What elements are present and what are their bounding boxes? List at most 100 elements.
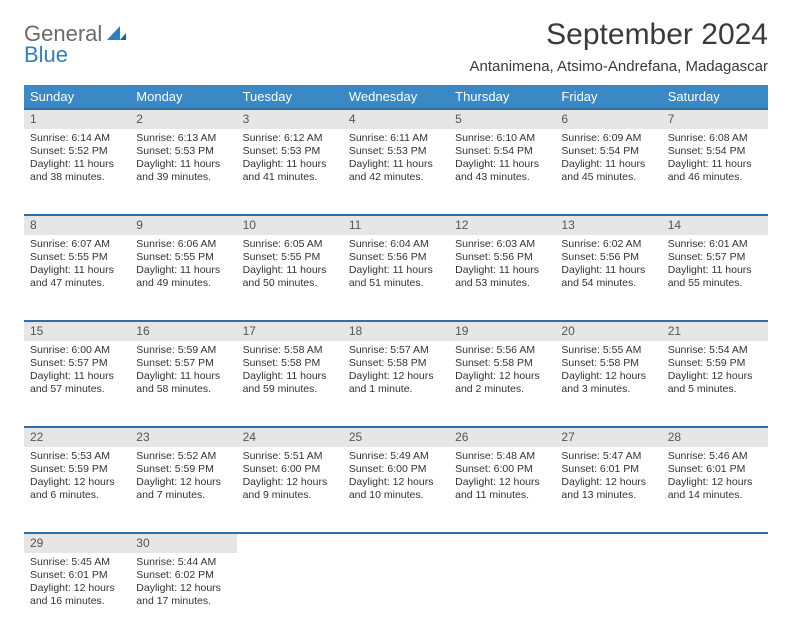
daylight-text: Daylight: 12 hours and 16 minutes. <box>30 582 124 608</box>
day-number: 11 <box>343 215 449 235</box>
day-header: Thursday <box>449 85 555 109</box>
day-cell: Sunrise: 5:57 AMSunset: 5:58 PMDaylight:… <box>343 341 449 427</box>
sunset-text: Sunset: 5:54 PM <box>455 145 549 158</box>
daynum-row: 1234567 <box>24 109 768 129</box>
day-cell: Sunrise: 6:11 AMSunset: 5:53 PMDaylight:… <box>343 129 449 215</box>
day-cell: Sunrise: 6:12 AMSunset: 5:53 PMDaylight:… <box>237 129 343 215</box>
day-body: Sunrise: 5:54 AMSunset: 5:59 PMDaylight:… <box>662 341 768 403</box>
daylight-text: Daylight: 11 hours and 42 minutes. <box>349 158 443 184</box>
day-number <box>343 533 449 553</box>
day-body: Sunrise: 5:47 AMSunset: 6:01 PMDaylight:… <box>555 447 661 509</box>
daylight-text: Daylight: 11 hours and 57 minutes. <box>30 370 124 396</box>
day-header: Saturday <box>662 85 768 109</box>
sunset-text: Sunset: 6:00 PM <box>349 463 443 476</box>
day-body: Sunrise: 5:49 AMSunset: 6:00 PMDaylight:… <box>343 447 449 509</box>
day-number: 21 <box>662 321 768 341</box>
day-cell: Sunrise: 6:07 AMSunset: 5:55 PMDaylight:… <box>24 235 130 321</box>
day-number: 14 <box>662 215 768 235</box>
day-body: Sunrise: 5:56 AMSunset: 5:58 PMDaylight:… <box>449 341 555 403</box>
day-number: 29 <box>24 533 130 553</box>
day-cell: Sunrise: 5:46 AMSunset: 6:01 PMDaylight:… <box>662 447 768 533</box>
day-body: Sunrise: 5:55 AMSunset: 5:58 PMDaylight:… <box>555 341 661 403</box>
day-body: Sunrise: 6:03 AMSunset: 5:56 PMDaylight:… <box>449 235 555 297</box>
day-body: Sunrise: 6:07 AMSunset: 5:55 PMDaylight:… <box>24 235 130 297</box>
day-cell: Sunrise: 5:45 AMSunset: 6:01 PMDaylight:… <box>24 553 130 639</box>
sunrise-text: Sunrise: 6:14 AM <box>30 132 124 145</box>
day-body: Sunrise: 6:12 AMSunset: 5:53 PMDaylight:… <box>237 129 343 191</box>
week-row: Sunrise: 6:14 AMSunset: 5:52 PMDaylight:… <box>24 129 768 215</box>
day-cell: Sunrise: 5:54 AMSunset: 5:59 PMDaylight:… <box>662 341 768 427</box>
day-body: Sunrise: 6:10 AMSunset: 5:54 PMDaylight:… <box>449 129 555 191</box>
day-header: Sunday <box>24 85 130 109</box>
daynum-row: 891011121314 <box>24 215 768 235</box>
day-body: Sunrise: 6:14 AMSunset: 5:52 PMDaylight:… <box>24 129 130 191</box>
brand-logo: General Blue <box>24 18 128 66</box>
sunrise-text: Sunrise: 5:53 AM <box>30 450 124 463</box>
day-number: 12 <box>449 215 555 235</box>
daylight-text: Daylight: 11 hours and 39 minutes. <box>136 158 230 184</box>
sunrise-text: Sunrise: 6:07 AM <box>30 238 124 251</box>
daylight-text: Daylight: 11 hours and 54 minutes. <box>561 264 655 290</box>
day-body: Sunrise: 5:44 AMSunset: 6:02 PMDaylight:… <box>130 553 236 615</box>
sunrise-text: Sunrise: 5:59 AM <box>136 344 230 357</box>
sunset-text: Sunset: 5:57 PM <box>668 251 762 264</box>
day-cell: Sunrise: 6:05 AMSunset: 5:55 PMDaylight:… <box>237 235 343 321</box>
sunrise-text: Sunrise: 6:03 AM <box>455 238 549 251</box>
day-number: 1 <box>24 109 130 129</box>
daylight-text: Daylight: 12 hours and 2 minutes. <box>455 370 549 396</box>
day-number: 28 <box>662 427 768 447</box>
daylight-text: Daylight: 11 hours and 51 minutes. <box>349 264 443 290</box>
day-number: 8 <box>24 215 130 235</box>
sunrise-text: Sunrise: 5:55 AM <box>561 344 655 357</box>
day-number: 6 <box>555 109 661 129</box>
day-number: 4 <box>343 109 449 129</box>
day-body: Sunrise: 5:45 AMSunset: 6:01 PMDaylight:… <box>24 553 130 615</box>
day-cell: Sunrise: 5:44 AMSunset: 6:02 PMDaylight:… <box>130 553 236 639</box>
day-number: 10 <box>237 215 343 235</box>
sunrise-text: Sunrise: 6:00 AM <box>30 344 124 357</box>
day-cell: Sunrise: 6:14 AMSunset: 5:52 PMDaylight:… <box>24 129 130 215</box>
day-number: 7 <box>662 109 768 129</box>
daylight-text: Daylight: 11 hours and 38 minutes. <box>30 158 124 184</box>
day-number <box>555 533 661 553</box>
day-number: 24 <box>237 427 343 447</box>
sunrise-text: Sunrise: 5:44 AM <box>136 556 230 569</box>
sunrise-text: Sunrise: 6:01 AM <box>668 238 762 251</box>
sunset-text: Sunset: 5:52 PM <box>30 145 124 158</box>
daylight-text: Daylight: 11 hours and 45 minutes. <box>561 158 655 184</box>
week-row: Sunrise: 5:53 AM Sunset: 5:59 PM Daylight:… <box>24 447 768 533</box>
sunrise-text: Sunrise: 5:58 AM <box>243 344 337 357</box>
sunset-text: Sunset: 5:53 PM <box>349 145 443 158</box>
sunset-text: Sunset: 5:53 PM <box>243 145 337 158</box>
daylight-text: Daylight: 11 hours and 46 minutes. <box>668 158 762 184</box>
day-cell: Sunrise: 5:56 AMSunset: 5:58 PMDaylight:… <box>449 341 555 427</box>
daylight-text: Daylight: 11 hours and 41 minutes. <box>243 158 337 184</box>
day-number <box>449 533 555 553</box>
sunset-text: Sunset: 5:54 PM <box>561 145 655 158</box>
day-body: Sunrise: 6:05 AMSunset: 5:55 PMDaylight:… <box>237 235 343 297</box>
day-cell: Sunrise: 6:10 AMSunset: 5:54 PMDaylight:… <box>449 129 555 215</box>
sunset-text: Sunset: 6:01 PM <box>30 569 124 582</box>
day-number: 5 <box>449 109 555 129</box>
day-cell: Sunrise: 6:00 AMSunset: 5:57 PMDaylight:… <box>24 341 130 427</box>
daylight-text: Daylight: 11 hours and 58 minutes. <box>136 370 230 396</box>
sunset-text: Sunset: 5:56 PM <box>561 251 655 264</box>
day-body: Sunrise: 6:04 AMSunset: 5:56 PMDaylight:… <box>343 235 449 297</box>
daylight-text: Daylight: 12 hours and 10 minutes. <box>349 476 443 502</box>
daylight-text: Daylight: 11 hours and 59 minutes. <box>243 370 337 396</box>
page-title: September 2024 <box>470 18 769 52</box>
day-body: Sunrise: 5:59 AMSunset: 5:57 PMDaylight:… <box>130 341 236 403</box>
day-number: 9 <box>130 215 236 235</box>
day-cell: Sunrise: 5:51 AMSunset: 6:00 PMDaylight:… <box>237 447 343 533</box>
sunrise-text: Sunrise: 5:54 AM <box>668 344 762 357</box>
sunrise-text: Sunrise: 6:05 AM <box>243 238 337 251</box>
sunset-text: Sunset: 5:59 PM <box>136 463 230 476</box>
sunset-text: Sunset: 5:56 PM <box>349 251 443 264</box>
day-header: Monday <box>130 85 236 109</box>
sunrise-text: Sunrise: 5:46 AM <box>668 450 762 463</box>
day-number: 3 <box>237 109 343 129</box>
day-cell: Sunrise: 5:55 AMSunset: 5:58 PMDaylight:… <box>555 341 661 427</box>
sunrise-text: Sunrise: 6:12 AM <box>243 132 337 145</box>
sunrise-text: Sunrise: 6:02 AM <box>561 238 655 251</box>
sunrise-text: Sunrise: 5:45 AM <box>30 556 124 569</box>
